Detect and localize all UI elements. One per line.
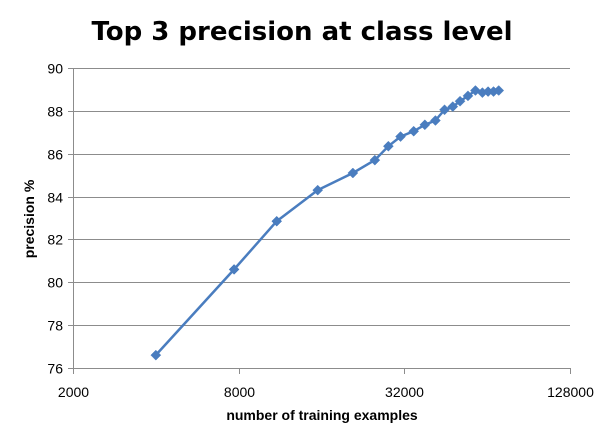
data-point <box>369 154 381 166</box>
data-point <box>408 125 420 137</box>
gridlines <box>73 68 570 369</box>
y-tick-label: 86 <box>47 147 63 163</box>
data-point <box>383 140 394 152</box>
x-axis-label: number of training examples <box>226 407 418 423</box>
data-point <box>493 85 505 96</box>
y-tick-label: 80 <box>47 275 63 291</box>
y-axis-ticks: 76 78 80 82 84 86 88 90 <box>47 61 73 377</box>
y-tick-label: 88 <box>47 104 63 120</box>
x-tick-label: 32000 <box>385 384 424 400</box>
series-line <box>154 89 499 356</box>
y-tick-label: 76 <box>47 361 63 377</box>
data-point <box>419 119 431 131</box>
data-point <box>150 349 162 361</box>
data-point <box>312 184 324 196</box>
axes <box>73 68 570 369</box>
y-tick-label: 84 <box>47 190 63 206</box>
y-tick-label: 82 <box>47 232 63 248</box>
data-point <box>347 167 359 179</box>
y-axis-label: precision % <box>21 179 37 258</box>
data-point <box>271 215 283 227</box>
x-tick-label: 128000 <box>547 384 594 400</box>
data-point <box>430 115 441 126</box>
x-tick-label: 2000 <box>58 384 89 400</box>
data-point <box>454 95 466 107</box>
chart-title: Top 3 precision at class level <box>91 17 512 47</box>
x-axis-ticks: 2000 8000 32000 128000 <box>58 368 594 400</box>
data-point <box>447 101 459 112</box>
data-point <box>462 90 474 102</box>
y-tick-label: 90 <box>47 61 63 77</box>
data-point <box>228 264 240 275</box>
data-point <box>395 131 406 142</box>
y-tick-label: 78 <box>47 318 63 334</box>
data-point <box>439 104 450 116</box>
series <box>150 85 505 361</box>
x-tick-label: 8000 <box>224 384 255 400</box>
